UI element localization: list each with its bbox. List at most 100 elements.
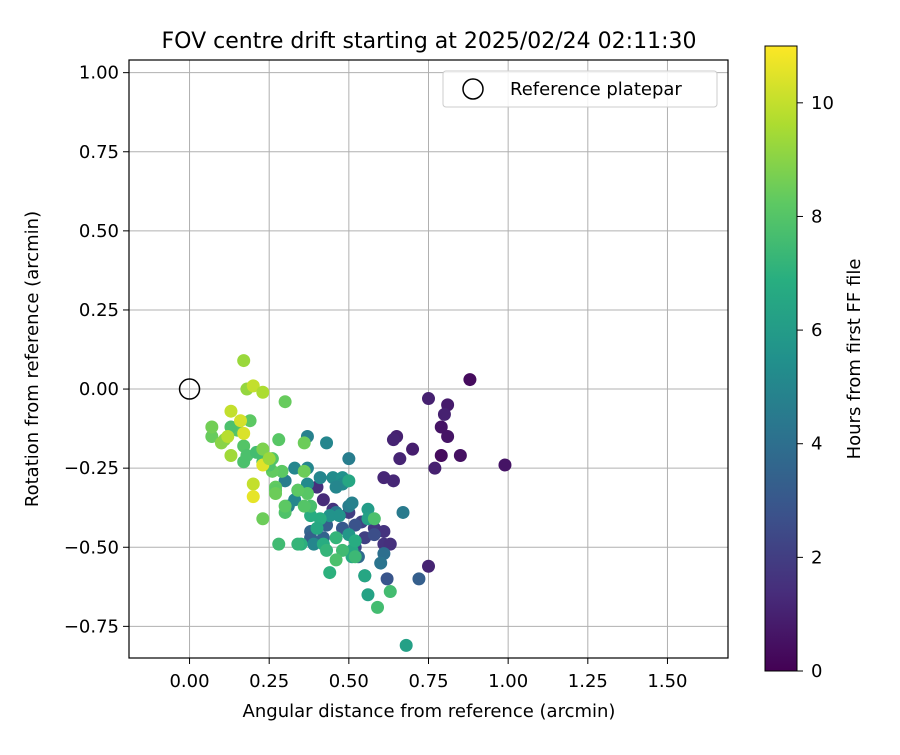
data-point — [237, 426, 251, 440]
y-tick-label: 0.75 — [79, 142, 119, 163]
data-point — [329, 531, 343, 545]
data-point — [498, 458, 512, 472]
data-points — [205, 354, 512, 652]
data-point — [342, 452, 356, 466]
data-point — [345, 496, 359, 510]
data-point — [224, 449, 238, 463]
x-axis-ticks: 0.00 0.25 0.50 0.75 1.00 1.25 1.50 — [169, 658, 688, 692]
y-tick-label: −0.50 — [64, 537, 119, 558]
data-point — [383, 585, 397, 599]
data-point — [412, 572, 426, 586]
x-tick-label: 0.25 — [249, 671, 289, 692]
x-tick-label: 0.75 — [408, 671, 448, 692]
reference-platepar-marker — [178, 378, 201, 400]
data-point — [323, 566, 337, 580]
data-point — [335, 543, 349, 557]
data-point — [393, 452, 407, 466]
data-point — [313, 471, 327, 485]
y-tick-label: 0.25 — [79, 300, 119, 321]
data-point — [275, 464, 289, 478]
data-point — [422, 392, 435, 406]
data-point — [342, 474, 356, 488]
data-point — [234, 414, 248, 428]
x-tick-label: 0.00 — [169, 671, 209, 692]
data-point — [246, 379, 260, 393]
data-point — [434, 420, 448, 434]
data-point — [269, 486, 283, 500]
data-point — [272, 537, 286, 551]
data-point — [205, 420, 219, 434]
y-tick-label: 0.50 — [79, 221, 119, 242]
data-point — [361, 502, 375, 516]
legend-label: Reference platepar — [510, 79, 682, 100]
data-point — [434, 449, 448, 463]
data-point — [441, 430, 455, 444]
data-point — [463, 373, 477, 387]
x-axis-label: Angular distance from reference (arcmin) — [243, 701, 616, 722]
data-point — [371, 600, 385, 614]
data-point — [272, 433, 286, 447]
y-tick-label: −0.75 — [64, 616, 119, 637]
data-point — [256, 442, 270, 456]
data-point — [380, 572, 394, 586]
data-point — [310, 521, 324, 535]
x-tick-label: 1.00 — [488, 671, 528, 692]
data-point — [422, 559, 435, 573]
colorbar-tick-label: 8 — [811, 206, 822, 227]
data-point — [320, 543, 334, 557]
colorbar-label: Hours from first FF file — [844, 259, 865, 460]
y-axis-ticks: 1.00 0.75 0.50 0.25 0.00 −0.25 −0.50 −0.75 — [64, 63, 129, 637]
colorbar-ticks: 0 2 4 6 8 10 — [797, 93, 834, 682]
data-point — [367, 512, 381, 526]
data-point — [396, 505, 410, 519]
colorbar-gradient — [764, 45, 798, 672]
data-point — [329, 553, 343, 567]
data-point — [399, 638, 413, 652]
data-point — [348, 550, 362, 564]
data-point — [297, 499, 311, 513]
data-point — [297, 464, 311, 478]
data-point — [278, 499, 292, 513]
data-point — [291, 537, 305, 551]
data-point — [428, 461, 442, 475]
data-point — [367, 528, 381, 542]
data-point — [348, 518, 362, 532]
colorbar-tick-label: 2 — [811, 547, 822, 568]
x-tick-label: 1.50 — [647, 671, 687, 692]
data-point — [246, 477, 260, 491]
data-point — [329, 480, 343, 494]
data-point — [224, 404, 238, 418]
data-point — [300, 477, 314, 491]
data-point — [256, 512, 270, 526]
data-point — [386, 474, 400, 488]
data-point — [374, 556, 388, 570]
data-point — [383, 537, 397, 551]
data-point — [307, 537, 321, 551]
data-point — [278, 395, 292, 409]
colorbar: 0 2 4 6 8 10 Hours from first FF file — [764, 45, 865, 682]
data-point — [205, 430, 219, 444]
data-point — [332, 509, 346, 523]
y-tick-label: −0.25 — [64, 458, 119, 479]
legend-marker — [462, 78, 484, 100]
chart-title: FOV centre drift starting at 2025/02/24 … — [162, 29, 697, 54]
data-point — [304, 509, 318, 523]
data-point — [316, 493, 330, 507]
data-point — [297, 436, 311, 450]
legend: Reference platepar — [442, 70, 718, 108]
data-point — [358, 569, 372, 583]
y-axis-label: Rotation from reference (arcmin) — [22, 211, 43, 507]
data-point — [256, 385, 270, 399]
data-point — [320, 436, 334, 450]
data-point — [291, 483, 305, 497]
y-tick-label: 0.00 — [79, 379, 119, 400]
data-point — [221, 430, 235, 444]
data-point — [348, 534, 362, 548]
colorbar-tick-label: 6 — [811, 320, 822, 341]
data-point — [437, 407, 451, 421]
data-point — [262, 452, 276, 466]
data-point — [237, 354, 251, 368]
x-tick-label: 1.25 — [568, 671, 608, 692]
